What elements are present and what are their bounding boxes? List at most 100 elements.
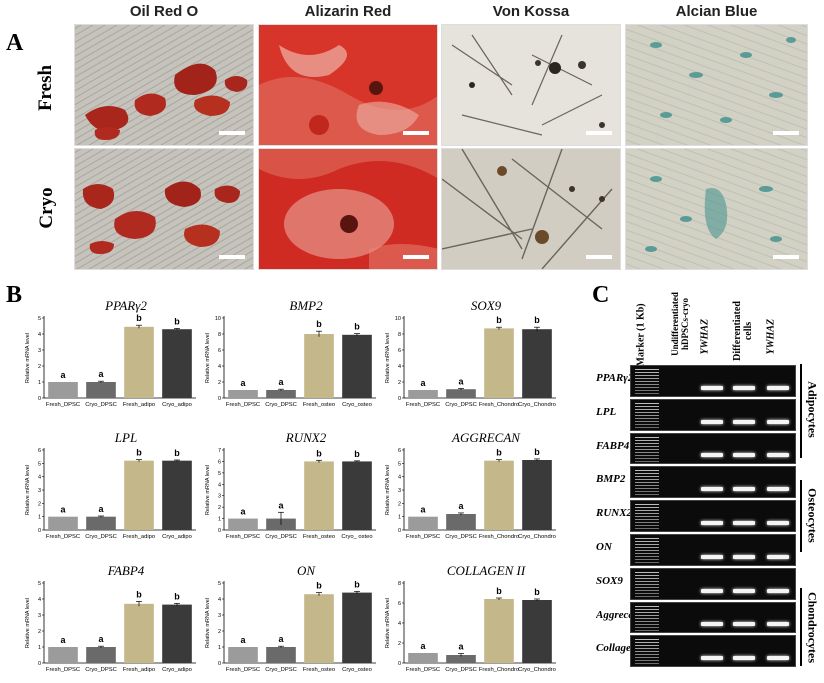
chart-title: SOX9 [471, 298, 502, 313]
marker-band [635, 525, 659, 527]
significance-label: a [458, 376, 464, 386]
significance-label: b [136, 313, 142, 323]
bar [228, 390, 258, 398]
bar-chart-fabp4: FABP4 Relative mRNA level 0 1 2 3 4 5 a Fresh_DPS… [25, 563, 196, 673]
gel-band [701, 520, 723, 525]
marker-band [635, 550, 659, 551]
gel-row-label: RUNX2 [596, 507, 630, 520]
bar-chart-on: ON Relative mRNA level 0 1 2 3 4 5 a Fresh_DPSC a C… [205, 563, 376, 673]
gel-row [630, 432, 796, 465]
y-tick-label: 0 [218, 528, 221, 534]
marker-band [635, 642, 659, 644]
y-tick-label: 2 [398, 501, 401, 507]
micrograph-fresh-von-kossa-image [442, 25, 620, 145]
x-tick-label: Fresh_DPSC [46, 667, 80, 673]
y-tick-label: 6 [398, 448, 401, 454]
bar-chart-sox9: SOX9 Relative mRNA level 0 2 4 6 8 10 a Fresh_DPS… [385, 298, 556, 408]
significance-label: a [98, 634, 104, 644]
chart-title: LPL [114, 430, 137, 445]
gel-row-label: Collagen II [596, 642, 630, 655]
marker-band [635, 592, 659, 594]
gel-row [630, 500, 796, 532]
marker-band [635, 393, 659, 394]
bar [124, 326, 154, 398]
micrograph-cryo-von-kossa [441, 148, 621, 270]
x-tick-label: Cryo_DPSC [265, 667, 297, 673]
significance-label: b [534, 447, 540, 457]
chart-title: ON [297, 563, 316, 578]
x-tick-label: Fresh_adipo [123, 534, 155, 540]
bar [124, 460, 154, 530]
y-axis-label: Relative mRNA level [385, 598, 391, 648]
significance-label: a [98, 369, 104, 379]
x-tick-label: Cryo_adipo [162, 667, 192, 673]
y-tick-label: 2 [398, 380, 401, 386]
gel-band [733, 554, 755, 559]
bar [342, 592, 372, 663]
significance-label: b [316, 448, 322, 458]
y-axis-label: Relative mRNA level [385, 465, 391, 515]
osteocytes-label: Osteocytes [805, 488, 820, 543]
stain-title-alizarin-red: Alizarin Red [304, 3, 392, 20]
micrograph-cryo-alizarin-red [258, 148, 438, 270]
scale-bar [773, 255, 799, 259]
micrograph-cryo-alizarin-red-image [259, 149, 437, 269]
bar [304, 594, 334, 663]
significance-label: a [98, 504, 104, 514]
marker-band [635, 369, 659, 370]
adipocytes-bracket [800, 364, 802, 458]
adipocytes-label: Adipocytes [805, 381, 820, 438]
gel-band [767, 554, 789, 559]
marker-band [635, 528, 659, 530]
gel-band [701, 554, 723, 559]
marker-band [635, 420, 659, 422]
gel-band [767, 520, 789, 525]
x-tick-label: Fresh_DPSC [46, 402, 80, 408]
panel-a-letter: A [6, 30, 24, 56]
scale-bar [219, 255, 245, 259]
y-tick-label: 1 [398, 515, 401, 521]
y-axis-label: Relative mRNA level [205, 598, 211, 648]
x-tick-label: Cryo_Chondro [518, 534, 556, 540]
gel-band [733, 656, 755, 661]
marker-band [635, 562, 659, 563]
bar [522, 600, 552, 663]
x-tick-label: Fresh_DPSC [226, 402, 260, 408]
x-tick-label: Cryo_DPSC [85, 534, 117, 540]
scale-bar [586, 255, 612, 259]
y-tick-label: 5 [218, 581, 221, 587]
y-tick-label: 3 [38, 488, 41, 494]
gel-row [630, 567, 796, 600]
y-tick-label: 0 [38, 528, 41, 534]
y-tick-label: 5 [398, 461, 401, 467]
micrograph-fresh-alcian-blue [625, 24, 808, 146]
significance-label: a [240, 635, 246, 645]
y-tick-label: 0 [398, 661, 401, 667]
gel-row-label: FABP4 [596, 439, 630, 452]
bar [304, 461, 334, 530]
significance-label: b [534, 587, 540, 597]
significance-label: b [354, 449, 360, 459]
scale-bar [403, 255, 429, 259]
marker-band [635, 436, 659, 438]
marker-band [635, 513, 659, 515]
marker-band [635, 614, 659, 616]
chart-title: FABP4 [107, 563, 145, 578]
x-tick-label: Cryo_DPSC [445, 402, 477, 408]
x-tick-label: Fresh_Chondro [479, 402, 519, 408]
y-tick-label: 0 [38, 396, 41, 402]
marker-band [635, 547, 659, 548]
bar [86, 382, 116, 398]
gel-band [767, 622, 789, 627]
marker-band [635, 451, 659, 453]
y-tick-label: 2 [38, 501, 41, 507]
marker-band [635, 574, 659, 576]
x-tick-label: Fresh_adipo [123, 667, 155, 673]
y-tick-label: 6 [398, 601, 401, 607]
chart-title: COLLAGEN II [447, 563, 526, 578]
significance-label: b [136, 448, 142, 458]
chondrocytes-label: Chondrocytes [805, 591, 820, 664]
marker-band [635, 411, 659, 413]
scale-bar [586, 131, 612, 135]
